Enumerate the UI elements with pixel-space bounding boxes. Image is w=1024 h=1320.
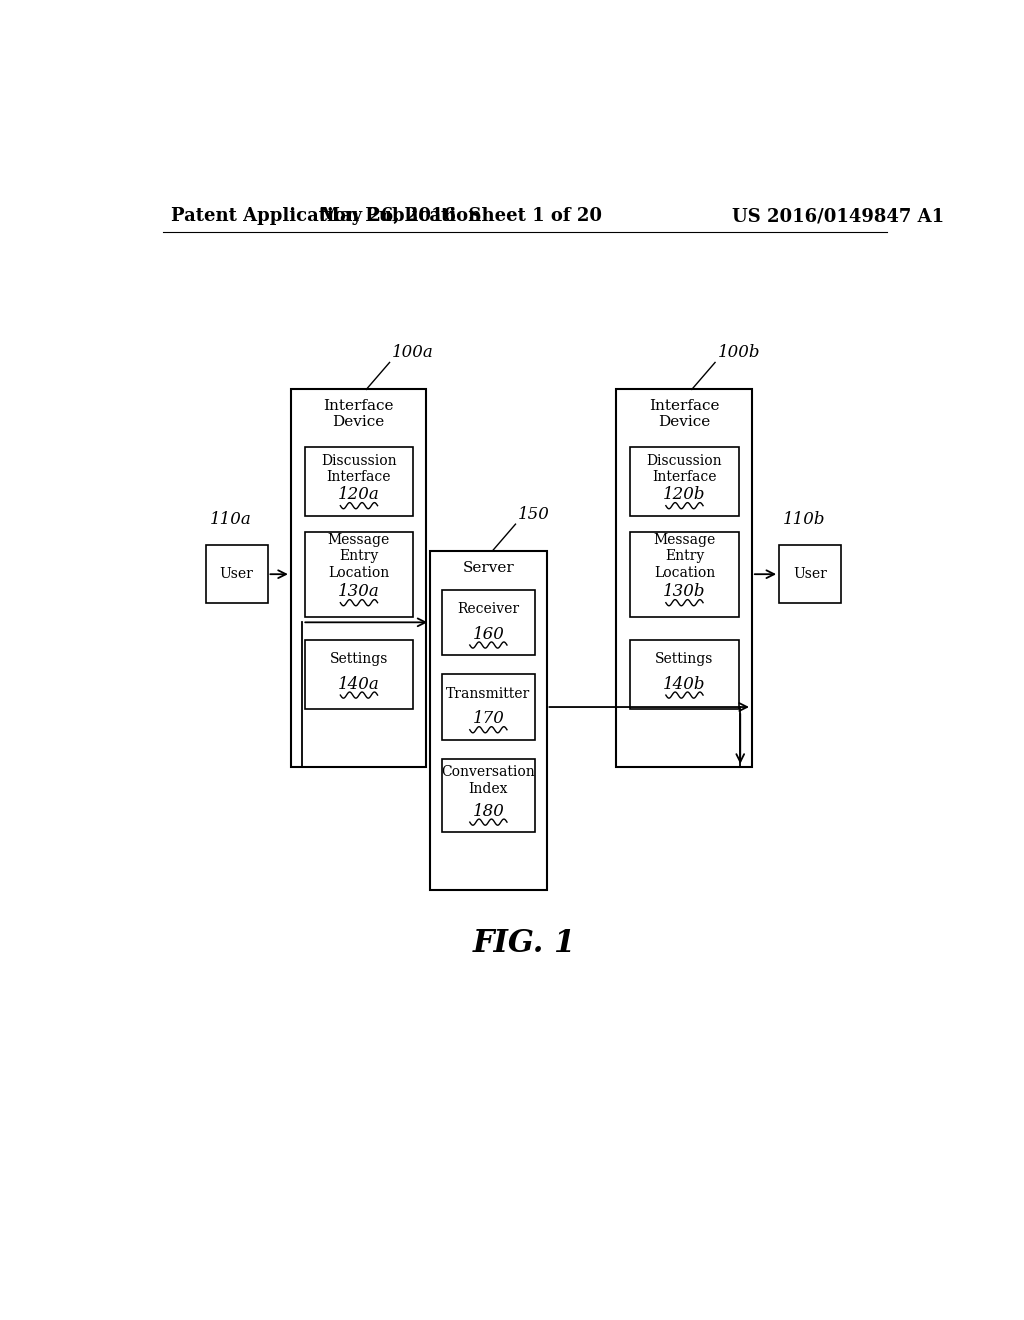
Text: Transmitter: Transmitter bbox=[446, 686, 530, 701]
Text: US 2016/0149847 A1: US 2016/0149847 A1 bbox=[732, 207, 944, 226]
Text: Interface
Device: Interface Device bbox=[649, 399, 719, 429]
Bar bbox=[430, 552, 547, 890]
Text: 100a: 100a bbox=[392, 345, 433, 360]
Text: 180: 180 bbox=[472, 803, 504, 820]
Bar bbox=[305, 447, 414, 516]
Text: 130a: 130a bbox=[338, 583, 380, 601]
Bar bbox=[630, 447, 738, 516]
Text: Settings: Settings bbox=[655, 652, 714, 665]
Text: 110b: 110b bbox=[783, 511, 825, 528]
Text: Settings: Settings bbox=[330, 652, 388, 665]
Bar bbox=[442, 675, 535, 739]
Text: 130b: 130b bbox=[664, 583, 706, 601]
Bar bbox=[779, 545, 841, 603]
Text: 100b: 100b bbox=[718, 345, 760, 360]
Text: 160: 160 bbox=[472, 626, 504, 643]
Text: Receiver: Receiver bbox=[458, 602, 519, 616]
Text: 150: 150 bbox=[518, 506, 550, 523]
Text: Discussion
Interface: Discussion Interface bbox=[322, 454, 396, 484]
Text: Server: Server bbox=[463, 561, 514, 576]
Bar bbox=[305, 532, 414, 616]
Bar bbox=[291, 389, 426, 767]
Bar bbox=[442, 759, 535, 832]
Text: 120a: 120a bbox=[338, 486, 380, 503]
Bar bbox=[630, 532, 738, 616]
Bar bbox=[442, 590, 535, 655]
Bar bbox=[206, 545, 267, 603]
Text: Patent Application Publication: Patent Application Publication bbox=[171, 207, 481, 226]
Text: User: User bbox=[793, 568, 827, 581]
Text: 140b: 140b bbox=[664, 676, 706, 693]
Bar bbox=[630, 640, 738, 709]
Text: 120b: 120b bbox=[664, 486, 706, 503]
Text: FIG. 1: FIG. 1 bbox=[473, 928, 577, 960]
Text: Discussion
Interface: Discussion Interface bbox=[646, 454, 722, 484]
Bar bbox=[305, 640, 414, 709]
Text: May 26, 2016  Sheet 1 of 20: May 26, 2016 Sheet 1 of 20 bbox=[321, 207, 602, 226]
Text: 140a: 140a bbox=[338, 676, 380, 693]
Text: 170: 170 bbox=[472, 710, 504, 727]
Text: Message
Entry
Location: Message Entry Location bbox=[653, 533, 716, 579]
Text: User: User bbox=[219, 568, 253, 581]
Text: 110a: 110a bbox=[209, 511, 251, 528]
Text: Message
Entry
Location: Message Entry Location bbox=[328, 533, 390, 579]
Bar bbox=[616, 389, 752, 767]
Text: Interface
Device: Interface Device bbox=[324, 399, 394, 429]
Text: Conversation
Index: Conversation Index bbox=[441, 766, 536, 796]
